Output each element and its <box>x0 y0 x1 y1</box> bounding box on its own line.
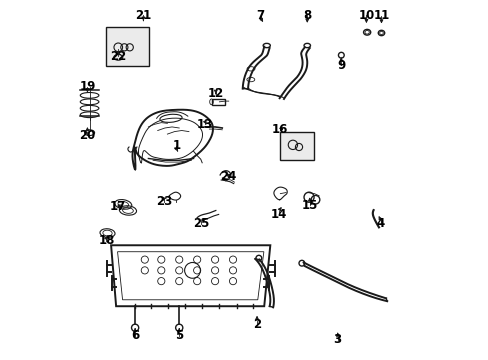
Text: 25: 25 <box>193 217 209 230</box>
Text: 6: 6 <box>131 329 139 342</box>
Text: 17: 17 <box>110 201 126 213</box>
Text: 9: 9 <box>337 59 345 72</box>
Text: 5: 5 <box>175 329 183 342</box>
Text: 21: 21 <box>135 9 151 22</box>
Text: 19: 19 <box>79 80 96 93</box>
Text: 2: 2 <box>252 318 261 331</box>
Text: 15: 15 <box>301 199 317 212</box>
Text: 20: 20 <box>79 129 95 142</box>
Bar <box>280 132 314 160</box>
Text: 24: 24 <box>220 170 236 183</box>
Text: 18: 18 <box>98 234 114 247</box>
Text: 8: 8 <box>303 9 311 22</box>
Text: 3: 3 <box>333 333 341 346</box>
Text: 10: 10 <box>358 9 374 22</box>
Text: 22: 22 <box>110 50 126 63</box>
Text: 1: 1 <box>172 139 180 152</box>
Bar <box>106 27 149 66</box>
Text: 11: 11 <box>373 9 389 22</box>
Text: 4: 4 <box>376 216 384 230</box>
Text: 13: 13 <box>197 118 213 131</box>
Text: 23: 23 <box>155 195 172 208</box>
Text: 14: 14 <box>270 208 286 221</box>
Text: 12: 12 <box>207 87 224 100</box>
Text: 16: 16 <box>272 123 288 136</box>
Bar <box>211 99 224 105</box>
Text: 7: 7 <box>256 9 264 22</box>
